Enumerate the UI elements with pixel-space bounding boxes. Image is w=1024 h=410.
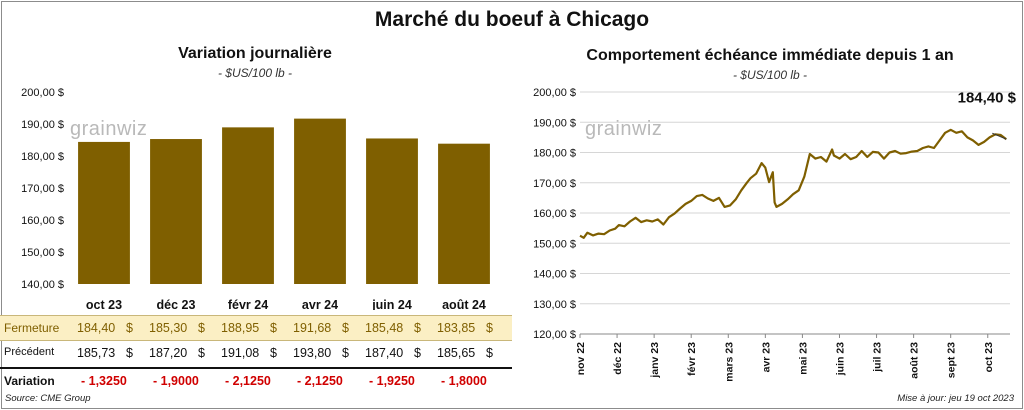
currency-symbol: $ bbox=[342, 321, 349, 335]
fermeture-value: 185,48 bbox=[365, 321, 404, 335]
variation-value: - 2,1250 bbox=[297, 374, 343, 388]
line-y-tick-label: 200,00 $ bbox=[533, 87, 576, 99]
currency-symbol: $ bbox=[270, 346, 277, 360]
currency-symbol: $ bbox=[270, 321, 277, 335]
bar-y-tick-label: 160,00 $ bbox=[21, 215, 64, 227]
price-line bbox=[579, 128, 1007, 239]
line-x-tick-label: mai 23 bbox=[797, 342, 809, 375]
line-x-tick-label: sept 23 bbox=[946, 342, 958, 378]
variation-value: - 1,8000 bbox=[441, 374, 487, 388]
last-value-label: 184,40 $ bbox=[958, 90, 1017, 107]
line-chart-title: Comportement échéance immédiate depuis 1… bbox=[586, 47, 954, 64]
line-x-tick-label: avr 23 bbox=[760, 342, 772, 373]
bar-y-tick-label: 180,00 $ bbox=[21, 151, 64, 163]
line-y-tick-label: 140,00 $ bbox=[533, 269, 576, 281]
page-title: Marché du boeuf à Chicago bbox=[374, 8, 650, 31]
bar bbox=[366, 138, 418, 284]
bar-chart-title: Variation journalière bbox=[178, 45, 332, 62]
line-x-tick-label: nov 22 bbox=[575, 342, 587, 375]
bar bbox=[294, 118, 346, 285]
currency-symbol: $ bbox=[486, 321, 493, 335]
precedent-value: 185,65 bbox=[437, 346, 476, 360]
bar-chart-subtitle: - $US/100 lb - bbox=[217, 66, 293, 80]
bar-chart: 140,00 $ 150,00 $ 160,00 $ 170,00 $ 180,00 $… bbox=[21, 87, 490, 310]
bar-category-label: avr 24 bbox=[302, 298, 338, 310]
bar-category-label: juin 24 bbox=[371, 298, 412, 310]
table-row-fermeture: Fermeture 184,40 $185,30 $188,95 $191,68 $18… bbox=[0, 315, 512, 341]
precedent-value: 185,73 bbox=[77, 346, 116, 360]
bar-y-tick-label: 200,00 $ bbox=[21, 87, 64, 99]
row-label-variation: Variation bbox=[4, 374, 55, 388]
line-chart: 120,00 $ 130,00 $ 140,00 $ 150,00 $ 160,00 $… bbox=[533, 87, 1017, 382]
line-x-tick-label: juil 23 bbox=[872, 342, 884, 373]
last-value-leader bbox=[992, 132, 1007, 140]
bar bbox=[438, 143, 490, 284]
variation-value: - 1,9250 bbox=[369, 374, 415, 388]
bar bbox=[222, 127, 274, 284]
precedent-value: 191,08 bbox=[221, 346, 260, 360]
bar bbox=[78, 141, 130, 284]
line-y-tick-label: 160,00 $ bbox=[533, 208, 576, 220]
source-note: Source: CME Group bbox=[5, 393, 91, 404]
bar-category-label: août 24 bbox=[442, 298, 486, 310]
line-x-tick-label: déc 22 bbox=[612, 342, 624, 375]
currency-symbol: $ bbox=[414, 346, 421, 360]
bar-category-label: oct 23 bbox=[86, 298, 122, 310]
line-x-tick-label: juin 23 bbox=[834, 342, 846, 376]
watermark-left: grainwiz bbox=[70, 118, 148, 140]
variation-value: - 2,1250 bbox=[225, 374, 271, 388]
currency-symbol: $ bbox=[198, 346, 205, 360]
line-y-tick-label: 170,00 $ bbox=[533, 178, 576, 190]
watermark-right: grainwiz bbox=[585, 118, 663, 140]
bar-y-tick-label: 190,00 $ bbox=[21, 119, 64, 131]
line-y-tick-label: 130,00 $ bbox=[533, 299, 576, 311]
bar-y-tick-label: 150,00 $ bbox=[21, 247, 64, 259]
fermeture-value: 191,68 bbox=[293, 321, 332, 335]
line-y-tick-label: 180,00 $ bbox=[533, 148, 576, 160]
fermeture-value: 188,95 bbox=[221, 321, 260, 335]
line-x-tick-label: févr 23 bbox=[686, 342, 698, 376]
update-note: Mise à jour: jeu 19 oct 2023 bbox=[897, 393, 1014, 404]
precedent-value: 193,80 bbox=[293, 346, 332, 360]
table-row-variation: Variation - 1,3250 - 1,9000 - 2,1250 - 2,12… bbox=[0, 367, 512, 393]
line-x-tick-label: août 23 bbox=[909, 342, 921, 379]
line-y-tick-label: 190,00 $ bbox=[533, 117, 576, 129]
line-chart-subtitle: - $US/100 lb - bbox=[732, 68, 808, 82]
currency-symbol: $ bbox=[342, 346, 349, 360]
line-y-tick-label: 150,00 $ bbox=[533, 238, 576, 250]
bar-category-label: févr 24 bbox=[228, 298, 268, 310]
bar-category-label: déc 23 bbox=[157, 298, 196, 310]
precedent-value: 187,20 bbox=[149, 346, 188, 360]
precedent-value: 187,40 bbox=[365, 346, 404, 360]
fermeture-value: 185,30 bbox=[149, 321, 188, 335]
currency-symbol: $ bbox=[126, 321, 133, 335]
bar-y-tick-label: 170,00 $ bbox=[21, 183, 64, 195]
variation-value: - 1,3250 bbox=[81, 374, 127, 388]
table-row-precedent: Précédent 185,73 $187,20 $191,08 $193,80 $18… bbox=[0, 341, 512, 365]
row-label-fermeture: Fermeture bbox=[4, 321, 60, 335]
line-x-tick-label: mars 23 bbox=[723, 342, 735, 382]
variation-value: - 1,9000 bbox=[153, 374, 199, 388]
line-y-tick-label: 120,00 $ bbox=[533, 329, 576, 341]
row-label-precedent: Précédent bbox=[4, 346, 55, 358]
line-x-tick-label: janv 23 bbox=[649, 342, 661, 379]
fermeture-value: 184,40 bbox=[77, 321, 116, 335]
bar bbox=[150, 139, 202, 284]
bar-y-tick-label: 140,00 $ bbox=[21, 279, 64, 291]
currency-symbol: $ bbox=[414, 321, 421, 335]
line-x-tick-label: oct 23 bbox=[983, 342, 995, 373]
currency-symbol: $ bbox=[198, 321, 205, 335]
currency-symbol: $ bbox=[486, 346, 493, 360]
fermeture-value: 183,85 bbox=[437, 321, 476, 335]
currency-symbol: $ bbox=[126, 346, 133, 360]
